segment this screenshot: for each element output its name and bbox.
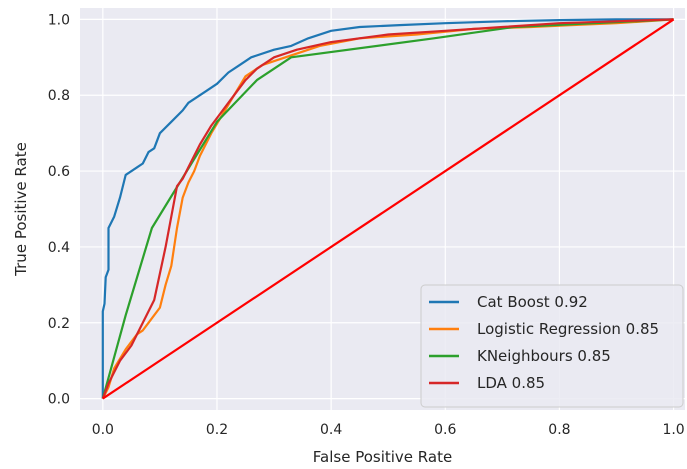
y-tick-label: 0.6 — [48, 164, 70, 180]
legend-label: Logistic Regression 0.85 — [477, 320, 659, 338]
x-axis-label: False Positive Rate — [313, 448, 452, 466]
y-axis-label: True Positive Rate — [12, 142, 30, 277]
legend-label: Cat Boost 0.92 — [477, 293, 588, 311]
x-tick-label: 0.8 — [548, 422, 570, 438]
x-tick-label: 0.2 — [206, 422, 228, 438]
y-tick-label: 0.0 — [48, 392, 70, 408]
legend-box — [420, 284, 684, 408]
series-line-3 — [101, 18, 674, 399]
y-tick-labels: 0.0 0.2 0.4 0.6 0.8 1.0 — [48, 12, 70, 407]
x-tick-label: 0.6 — [434, 422, 456, 438]
y-tick-label: 1.0 — [48, 12, 70, 28]
legend: Cat Boost 0.92 Logistic Regression 0.85 KN… — [420, 284, 684, 408]
y-tick-label: 0.8 — [48, 88, 70, 104]
series-layer — [101, 18, 675, 400]
x-tick-label: 1.0 — [662, 422, 684, 438]
x-tick-labels: 0.0 0.2 0.4 0.6 0.8 1.0 — [92, 422, 685, 438]
grid — [80, 8, 685, 410]
series-line-4 — [102, 18, 675, 400]
y-tick-label: 0.4 — [48, 240, 70, 256]
legend-label: LDA 0.85 — [477, 374, 545, 392]
series-line-0 — [101, 18, 674, 399]
x-tick-label: 0.4 — [320, 422, 342, 438]
x-tick-label: 0.0 — [92, 422, 114, 438]
legend-label: KNeighbours 0.85 — [477, 347, 611, 365]
series-line-2 — [101, 18, 674, 399]
y-tick-label: 0.2 — [48, 316, 70, 332]
